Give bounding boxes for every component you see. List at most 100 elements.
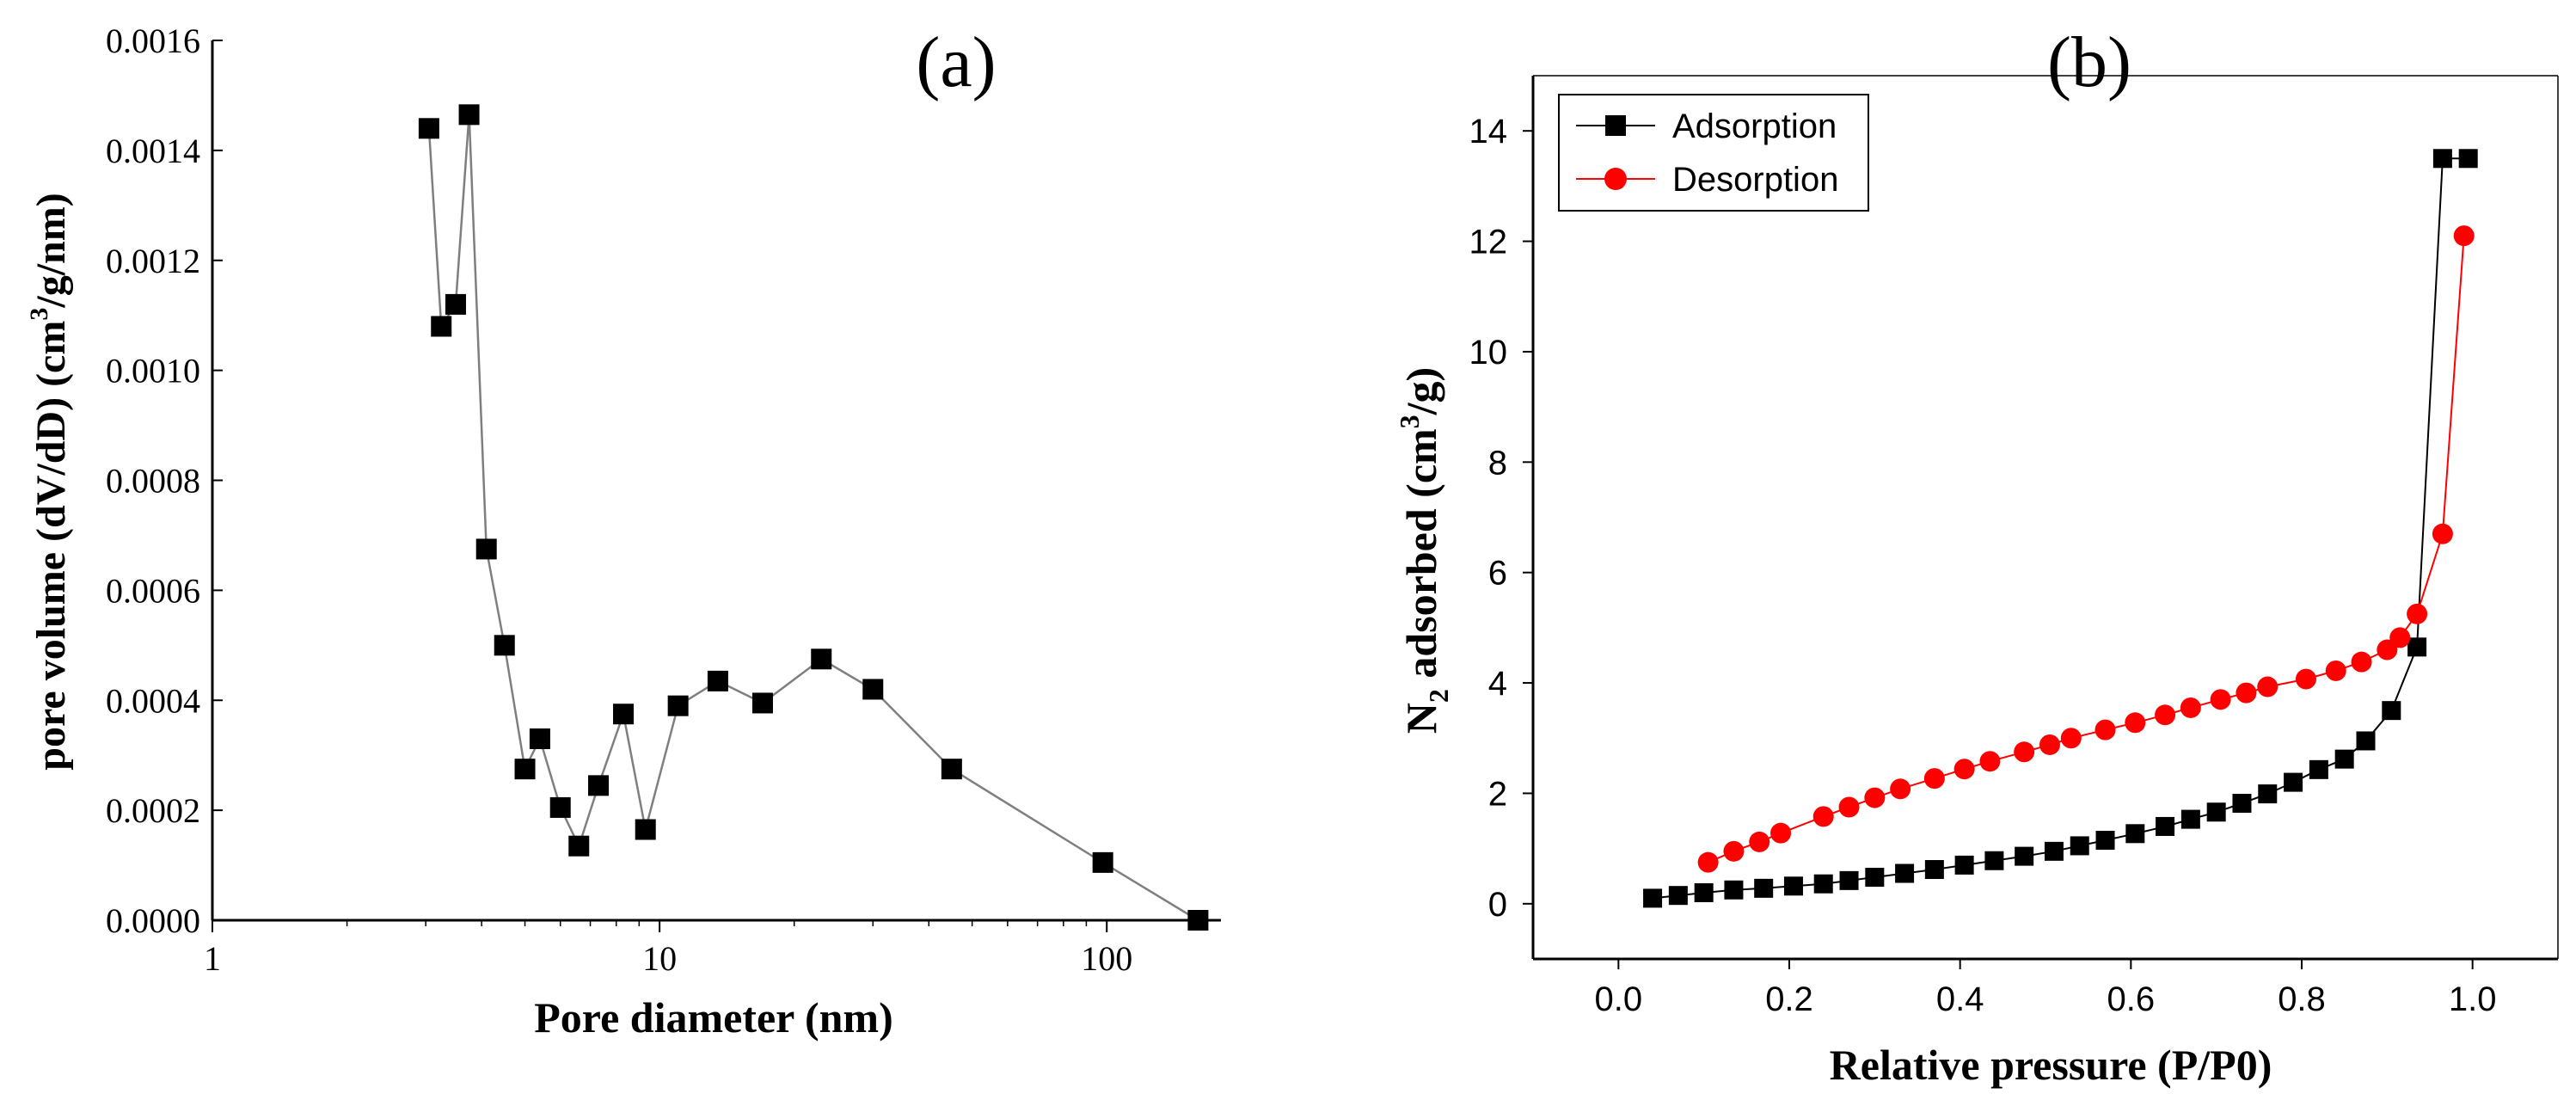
data-point-adsorption [2070,836,2089,856]
data-point-desorption [1697,851,1719,873]
panel-label-a: (a) [916,22,996,102]
data-point-a [667,695,689,716]
data-point-desorption [2325,660,2346,681]
data-point-adsorption [2180,809,2200,829]
data-point-desorption [1890,778,1911,800]
data-point-a [514,759,536,780]
y-tick-label-a: 0.0004 [106,681,200,720]
x-tick-label-b: 0.2 [1765,980,1813,1018]
data-point-desorption [1864,787,1886,808]
data-point-a [494,635,515,656]
y-axis-label-a: pore volume (dV/dD) (cm3/g/nm) [25,193,74,770]
data-point-a [811,648,832,670]
data-point-adsorption [1643,888,1663,908]
data-point-adsorption [2125,824,2145,844]
data-point-adsorption [1984,851,2004,870]
data-point-desorption [2377,639,2398,661]
data-point-adsorption [1754,878,1774,898]
data-point-desorption [2095,719,2116,741]
data-point-desorption [2432,523,2453,544]
data-point-adsorption [2284,772,2303,792]
data-point-a [458,104,480,126]
data-point-a [475,538,497,560]
data-point-desorption [2351,651,2372,673]
x-tick-label-b: 0.4 [1936,980,1984,1018]
data-point-a [613,704,635,725]
chart-panel-b: (b) 0 2 4 6 8 10 12 14 0.0 0.2 0.4 0.6 0.8 1.0 Adsor… [1394,22,2559,1089]
data-point-adsorption [1724,880,1744,900]
data-point-a [941,759,962,780]
data-point-a [568,835,590,857]
y-tick-label-a: 0.0008 [106,462,200,501]
data-point-adsorption [2356,731,2376,751]
y-axis-label-a-suffix: /g/nm) [28,193,74,308]
data-point-desorption [2210,689,2231,710]
y-ticks-a: 0.0000 0.0002 0.0004 0.0006 0.0008 0.0010 0.00… [106,22,223,940]
legend-frame [1558,94,1869,212]
data-point-desorption [1923,768,1945,790]
series-markers-desorption [1697,225,2475,873]
data-point-desorption [1953,759,1975,780]
data-point-desorption [2389,627,2411,648]
series-markers-a [418,104,1209,931]
legend-marker-adsorption [1605,115,1626,136]
data-point-adsorption [1839,870,1859,890]
data-point-adsorption [2015,846,2034,866]
y-tick-label-a: 0.0006 [106,571,200,610]
x-axis-label-b: Relative pressure (P/P0) [1830,1041,2272,1089]
y-axis-label-b-suffix: /g) [1397,367,1445,416]
y-axis-label-b-n: N [1397,703,1445,734]
x-tick-label-a: 10 [642,939,677,978]
y-tick-label-a: 0.0002 [106,791,200,830]
chart-panel-a: (a) 0.0000 0.0002 0.0004 0.0006 0.0008 0.0010… [25,22,1221,1042]
data-point-a [1092,851,1113,873]
data-point-desorption [2155,704,2176,726]
data-point-adsorption [2206,802,2226,822]
data-point-desorption [1838,796,1860,818]
data-point-desorption [2407,603,2428,624]
data-point-adsorption [2156,816,2175,836]
y-tick-label-a: 0.0014 [106,132,200,170]
data-point-adsorption [2432,149,2452,169]
data-point-adsorption [1813,874,1833,894]
data-point-adsorption [2458,149,2478,169]
data-point-desorption [1979,751,2001,772]
data-point-desorption [2014,741,2035,763]
legend-label-adsorption: Adsorption [1672,108,1837,145]
data-point-adsorption [1954,855,1974,875]
data-point-adsorption [1895,863,1915,883]
series-line-a [427,114,1199,922]
data-point-desorption [2236,682,2257,704]
data-point-a [1187,910,1209,931]
data-point-a [751,692,773,714]
x-tick-label-b: 1.0 [2449,980,2497,1018]
data-point-desorption [2060,728,2082,749]
data-point-adsorption [2232,793,2252,813]
data-point-desorption [2295,668,2316,690]
data-point-adsorption [2309,759,2328,779]
y-tick-label-b: 10 [1469,334,1508,372]
y-tick-label-b: 12 [1469,224,1508,261]
data-point-desorption [2180,697,2201,718]
x-tick-label-a: 100 [1081,939,1132,978]
data-point-adsorption [2407,637,2427,657]
panel-label-b: (b) [2047,22,2131,102]
data-point-a [635,819,656,840]
y-tick-label-b: 4 [1488,665,1507,703]
data-point-desorption [1812,806,1834,827]
series-line-a-path [427,114,1199,922]
data-point-desorption [2039,734,2060,755]
data-point-desorption [2125,712,2146,734]
data-point-adsorption [2382,701,2401,721]
data-point-desorption [1770,822,1792,844]
data-point-a [588,775,610,796]
y-axis-label-b: N2 adsorbed (cm3/g) [1394,367,1454,734]
legend-marker-desorption [1604,168,1627,190]
data-point-adsorption [1694,882,1714,902]
x-tick-label-b: 0.8 [2278,980,2326,1018]
y-tick-label-a: 0.0016 [106,22,200,60]
series-line-adsorption [1652,157,2469,900]
data-point-desorption [2257,676,2279,697]
x-ticks-a: 1 10 100 [204,920,1132,978]
